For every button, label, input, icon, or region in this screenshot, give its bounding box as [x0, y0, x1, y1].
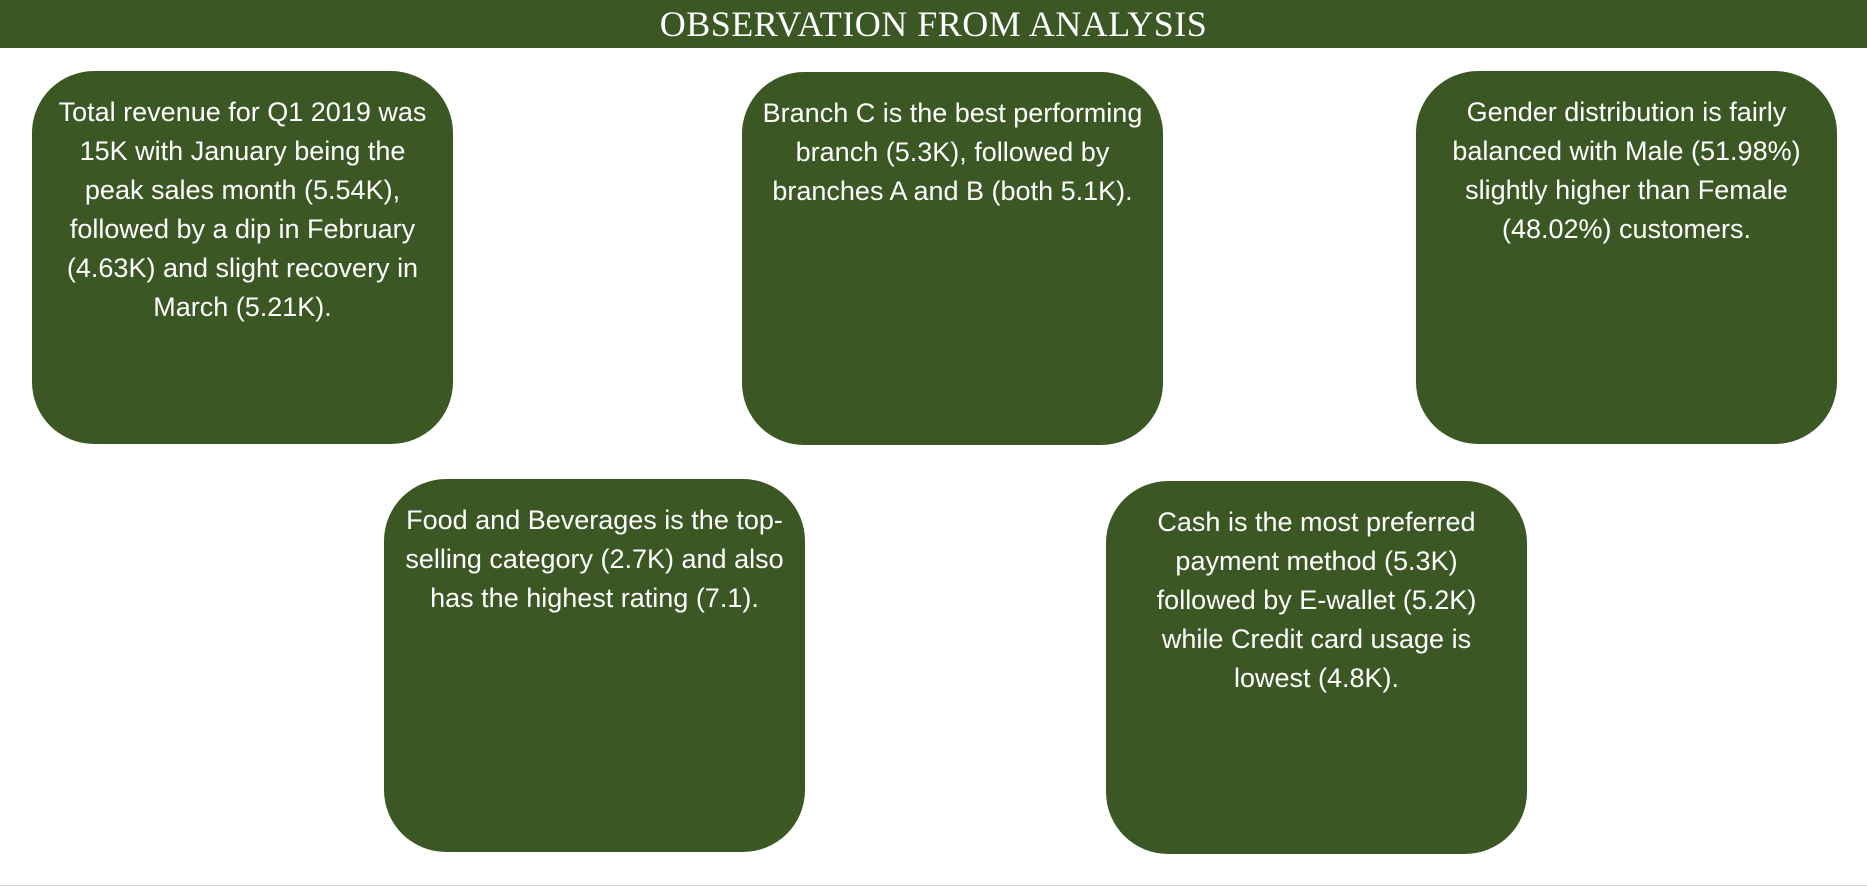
observation-card-payment: Cash is the most preferred payment metho… [1106, 481, 1527, 854]
observation-text: Food and Beverages is the top-selling ca… [405, 505, 784, 613]
observation-card-category: Food and Beverages is the top-selling ca… [384, 479, 805, 852]
observation-text: Total revenue for Q1 2019 was 15K with J… [58, 97, 427, 322]
observation-text: Branch C is the best performing branch (… [762, 98, 1143, 206]
observation-card-gender: Gender distribution is fairly balanced w… [1416, 71, 1837, 444]
observation-text: Cash is the most preferred payment metho… [1156, 507, 1477, 693]
observation-card-branch: Branch C is the best performing branch (… [742, 72, 1163, 445]
divider [0, 885, 1867, 886]
header-banner: OBSERVATION FROM ANALYSIS [0, 0, 1867, 48]
page-title: OBSERVATION FROM ANALYSIS [659, 4, 1208, 44]
observation-text: Gender distribution is fairly balanced w… [1452, 97, 1801, 244]
observation-card-revenue: Total revenue for Q1 2019 was 15K with J… [32, 71, 453, 444]
